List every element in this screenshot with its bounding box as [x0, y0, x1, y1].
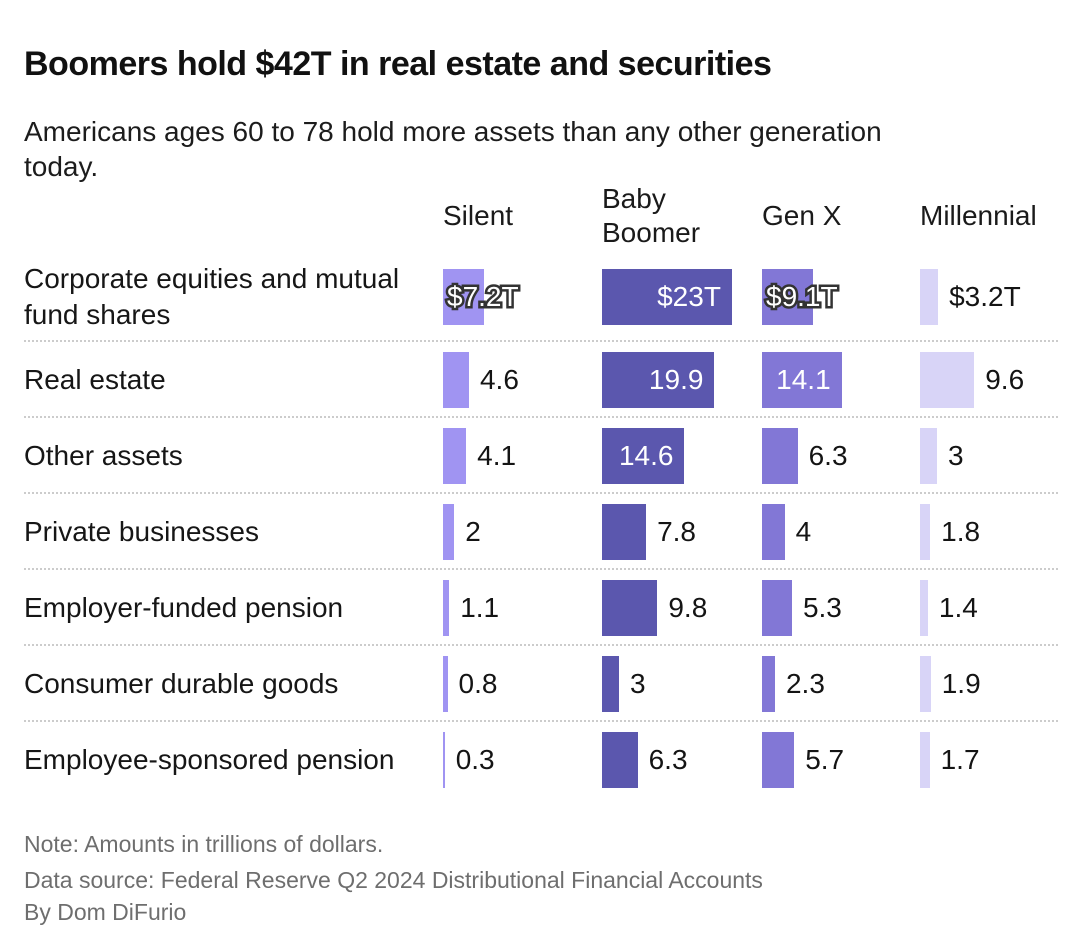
row-label: Employee-sponsored pension: [24, 744, 395, 775]
bar-gen-x: 14.1: [762, 352, 842, 408]
bar-value-label: 1.8: [941, 516, 981, 547]
column-header-silent: Silent: [443, 200, 514, 231]
bar-value-label: 1.7: [940, 744, 980, 775]
bar-value-label: 1.4: [938, 592, 978, 623]
chart-row-real-estate: Real estate 4.6 19.9 14.1 9.6: [0, 342, 1080, 418]
row-label: Real estate: [24, 364, 166, 395]
bar-gen-x: [762, 656, 775, 712]
bar-value-label: $9.1T: [766, 281, 838, 313]
chart-row-employee-sponsored-pension: Employee-sponsored pension 0.3 6.3 5.7 1.7: [0, 722, 1080, 798]
row-label: Other assets: [24, 440, 183, 471]
chart-row-corporate-equities-and-mutual-fund-shares: Corporate equities and mutual fund share…: [0, 252, 1080, 342]
chart-row-employer-funded-pension: Employer-funded pension 1.1 9.8 5.3 1.4: [0, 570, 1080, 646]
row-label: Employer-funded pension: [24, 592, 344, 623]
bar-value-label: 0.3: [455, 744, 495, 775]
bar-millennial: [920, 428, 937, 484]
chart-subtitle: Americans ages 60 to 78 hold more assets…: [24, 116, 882, 182]
column-header-gen-x: Gen X: [762, 200, 842, 231]
bar-value-label: 4.6: [479, 364, 519, 395]
bar-baby-boomer: [602, 580, 658, 636]
bar-value-label: 9.6: [985, 364, 1025, 395]
bar-silent: [443, 580, 450, 636]
bar-value-label: 9.8: [668, 592, 708, 623]
chart-byline: By Dom DiFurio: [24, 899, 187, 925]
bar-value-label: 5.7: [805, 744, 845, 775]
chart-body: Corporate equities and mutual fund share…: [0, 252, 1080, 798]
row-label: Consumer durable goods: [24, 668, 339, 699]
chart-row-other-assets: Other assets 4.1 14.6 6.3 3: [0, 418, 1080, 494]
bar-value-label: 3: [947, 440, 964, 471]
row-label: Private businesses: [24, 516, 260, 547]
bar-baby-boomer: 19.9: [602, 352, 715, 408]
chart-row-consumer-durable-goods: Consumer durable goods 0.8 3 2.3 1.9: [0, 646, 1080, 722]
bar-gen-x: [762, 428, 798, 484]
bar-value-label: 19.9: [648, 364, 704, 395]
chart-row-private-businesses: Private businesses 2 7.8 4 1.8: [0, 494, 1080, 570]
bar-value-label: 6.3: [808, 440, 848, 471]
bar-value-label: 14.1: [776, 364, 831, 395]
bar-value-label: 1.9: [941, 668, 981, 699]
bar-gen-x: [762, 732, 795, 788]
bar-value-label: 6.3: [648, 744, 688, 775]
bar-value-label: $3.2T: [949, 281, 1021, 312]
bar-baby-boomer: [602, 732, 638, 788]
bar-baby-boomer: [602, 656, 619, 712]
bar-value-label: 3: [629, 668, 646, 699]
bar-value-label: $23T: [657, 281, 721, 312]
bar-value-label: 4.1: [477, 440, 517, 471]
bar-gen-x: [762, 504, 785, 560]
bar-baby-boomer: [602, 504, 647, 560]
bar-millennial: [920, 732, 930, 788]
bar-millennial: [920, 269, 939, 325]
bar-value-label: 2.3: [785, 668, 825, 699]
bar-value-label: 14.6: [618, 440, 674, 471]
bar-millennial: [920, 504, 931, 560]
bar-value-label: 7.8: [657, 516, 696, 547]
bar-silent: [443, 428, 467, 484]
bar-value-label: 4: [795, 516, 812, 547]
bar-value-label: 0.8: [458, 668, 498, 699]
bar-baby-boomer: 14.6: [602, 428, 685, 484]
bar-silent: [443, 352, 469, 408]
bar-gen-x: [762, 580, 792, 636]
column-header-baby-boomer: Baby Boomer: [602, 183, 701, 248]
bar-value-label: 2: [465, 516, 481, 547]
bar-silent: [443, 504, 455, 560]
bar-silent: [443, 732, 445, 788]
bar-millennial: [920, 352, 975, 408]
chart-note: Note: Amounts in trillions of dollars.: [24, 831, 384, 857]
bar-baby-boomer: $23T: [602, 269, 732, 325]
column-header-millennial: Millennial: [920, 200, 1037, 231]
bar-value-label: 1.1: [460, 592, 500, 623]
bar-millennial: [920, 580, 928, 636]
bar-value-label: 5.3: [802, 592, 842, 623]
chart-title: Boomers hold $42T in real estate and sec…: [24, 44, 772, 83]
chart-source: Data source: Federal Reserve Q2 2024 Dis…: [24, 867, 763, 893]
bar-silent: [443, 656, 448, 712]
row-label: Corporate equities and mutual fund share…: [24, 263, 400, 330]
bar-millennial: [920, 656, 931, 712]
bar-value-label: $7.2T: [447, 281, 519, 313]
